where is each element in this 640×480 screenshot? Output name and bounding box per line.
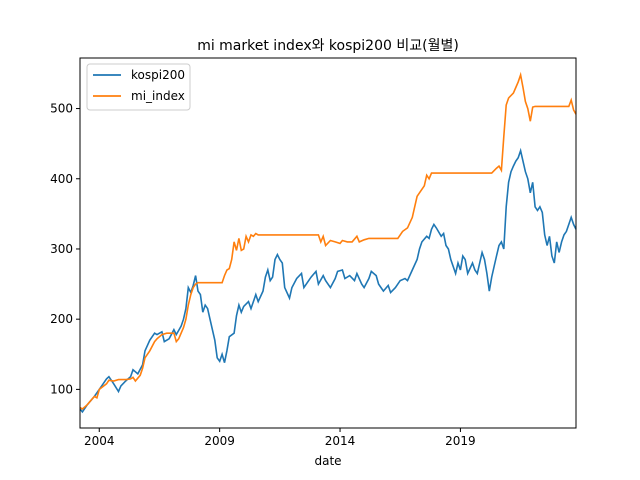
y-tick-label: 100 bbox=[50, 382, 73, 396]
y-axis: 100 200 300 400 500 bbox=[50, 102, 80, 396]
legend: kospi200 mi_index bbox=[86, 63, 191, 111]
plot-frame bbox=[79, 57, 577, 429]
chart-title: mi market index와 kospi200 비교(월별) bbox=[197, 38, 459, 54]
x-tick-label: 2004 bbox=[84, 434, 115, 448]
x-axis-label: date bbox=[314, 454, 341, 468]
x-tick-label: 2014 bbox=[325, 434, 356, 448]
x-axis: 2004 2009 2014 2019 bbox=[84, 428, 476, 448]
plot-area bbox=[79, 71, 577, 414]
y-tick-label: 500 bbox=[50, 102, 73, 116]
series-line-mi_index bbox=[79, 71, 577, 410]
y-tick-label: 200 bbox=[50, 312, 73, 326]
legend-label-mi_index: mi_index bbox=[131, 89, 185, 103]
y-tick-label: 300 bbox=[50, 242, 73, 256]
x-tick-label: 2019 bbox=[445, 434, 476, 448]
series-line-kospi200 bbox=[79, 147, 577, 414]
legend-label-kospi200: kospi200 bbox=[131, 68, 185, 82]
y-tick-label: 400 bbox=[50, 172, 73, 186]
x-tick-label: 2009 bbox=[204, 434, 235, 448]
